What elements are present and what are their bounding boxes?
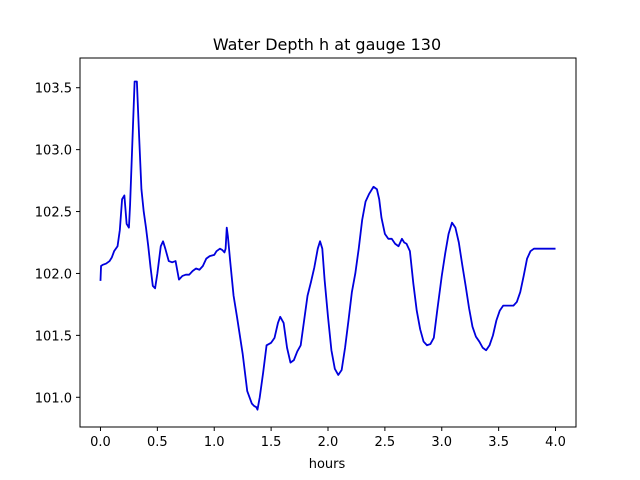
y-tick-label: 101.5 [35,329,72,344]
chart-title: Water Depth h at gauge 130 [213,35,441,54]
x-tick-label: 3.5 [488,435,509,450]
y-axis: 101.0 101.5 102.0 102.5 103.0 103.5 [35,82,80,406]
x-axis: 0.0 0.5 1.0 1.5 2.0 2.5 3.0 3.5 4.0 [90,427,566,450]
y-tick-label: 101.0 [35,391,72,406]
x-tick-label: 1.0 [204,435,225,450]
x-tick-label: 0.0 [90,435,111,450]
y-tick-label: 102.5 [35,206,72,221]
x-tick-label: 2.0 [318,435,339,450]
y-tick-label: 103.5 [35,82,72,97]
x-tick-label: 2.5 [375,435,396,450]
y-tick-label: 102.0 [35,267,72,282]
x-tick-label: 0.5 [147,435,168,450]
y-tick-label: 103.0 [35,144,72,159]
x-axis-label: hours [309,457,346,472]
x-tick-label: 1.5 [261,435,282,450]
x-tick-label: 3.0 [431,435,452,450]
x-tick-label: 4.0 [545,435,566,450]
series-line-0 [99,80,556,411]
